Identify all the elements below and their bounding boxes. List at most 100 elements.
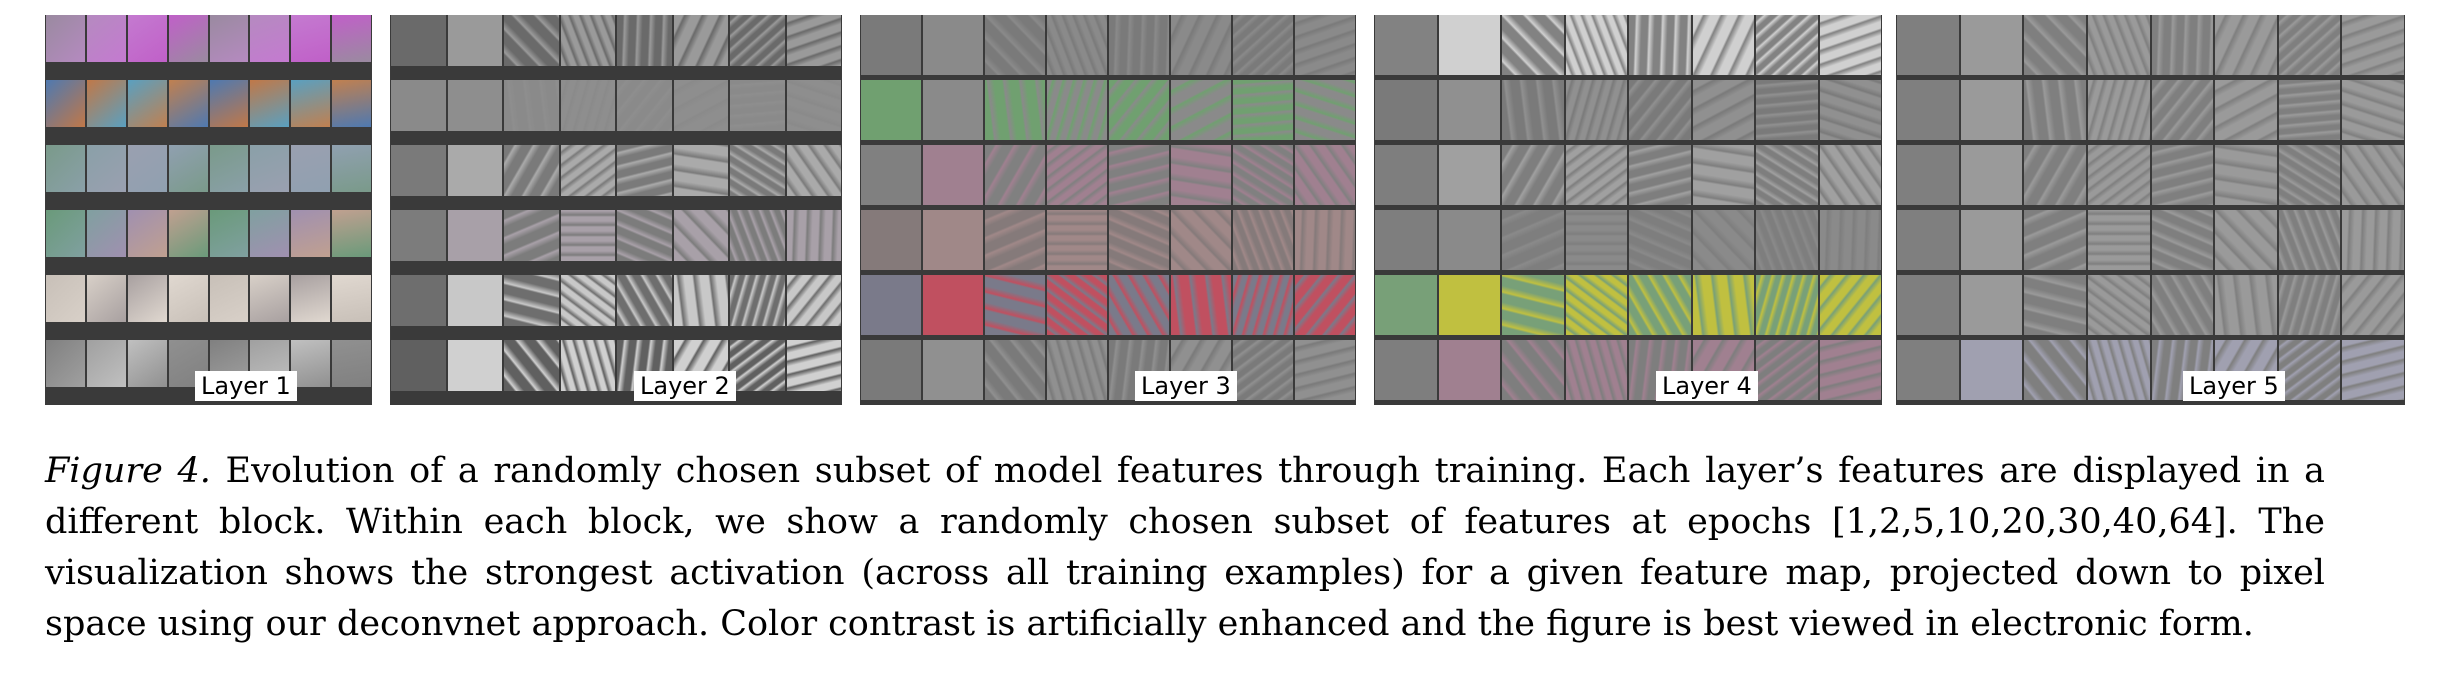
feature-cell — [1565, 275, 1627, 335]
feature-cell — [2278, 15, 2341, 75]
feature-cell — [2087, 340, 2150, 400]
feature-cell — [560, 145, 615, 196]
feature-cell — [1819, 15, 1881, 75]
feature-cell — [1756, 145, 1818, 205]
layer-5-block: Layer 5 — [1896, 15, 2405, 405]
feature-cell — [46, 275, 85, 322]
feature-cell — [209, 145, 249, 192]
feature-cell — [1171, 210, 1231, 270]
feature-cell — [1375, 145, 1437, 205]
feature-cell — [447, 80, 502, 131]
feature-cell — [560, 275, 615, 326]
feature-cell — [1295, 340, 1355, 400]
feature-cell — [209, 15, 249, 62]
feature-cell — [1233, 145, 1293, 205]
feature-row — [1896, 210, 2405, 270]
feature-row — [1374, 210, 1882, 270]
feature-cell — [2151, 145, 2214, 205]
feature-cell — [861, 80, 921, 140]
feature-cell — [923, 15, 983, 75]
layer-5-label: Layer 5 — [2183, 371, 2285, 401]
feature-cell — [86, 145, 126, 192]
feature-cell — [291, 80, 331, 127]
feature-cell — [786, 275, 841, 326]
feature-cell — [1897, 210, 1959, 270]
feature-cell — [1960, 145, 2023, 205]
layer-4-feature-grid — [1374, 15, 1882, 405]
feature-cell — [2151, 210, 2214, 270]
feature-cell — [2278, 80, 2341, 140]
feature-cell — [209, 80, 249, 127]
feature-cell — [291, 275, 331, 322]
feature-cell — [1233, 210, 1293, 270]
feature-row — [1374, 80, 1882, 140]
feature-cell — [250, 145, 290, 192]
feature-cell — [447, 145, 502, 196]
feature-row — [390, 340, 842, 391]
feature-cell — [1756, 340, 1818, 400]
feature-cell — [2087, 80, 2150, 140]
layer-5-feature-grid — [1896, 15, 2405, 405]
feature-cell — [1960, 80, 2023, 140]
feature-cell — [1502, 145, 1564, 205]
feature-cell — [2024, 210, 2086, 270]
feature-cell — [861, 275, 921, 335]
feature-cell — [1295, 275, 1355, 335]
feature-cell — [1047, 275, 1107, 335]
feature-cell — [985, 15, 1045, 75]
feature-cell — [2215, 210, 2277, 270]
feature-row — [1374, 145, 1882, 205]
feature-cell — [2087, 15, 2150, 75]
feature-cell — [127, 275, 167, 322]
feature-cell — [1295, 210, 1355, 270]
feature-cell — [985, 145, 1045, 205]
feature-cell — [2342, 80, 2404, 140]
feature-cell — [1171, 15, 1231, 75]
feature-cell — [786, 340, 841, 391]
feature-cell — [1960, 275, 2023, 335]
feature-cell — [673, 15, 728, 66]
feature-cell — [291, 210, 331, 257]
feature-cell — [730, 275, 785, 326]
feature-cell — [1502, 210, 1564, 270]
feature-cell — [2151, 275, 2214, 335]
feature-row — [860, 15, 1356, 75]
feature-row — [45, 145, 372, 192]
feature-cell — [2087, 275, 2150, 335]
feature-cell — [2215, 275, 2277, 335]
feature-cell — [2342, 145, 2404, 205]
feature-cell — [1692, 15, 1754, 75]
feature-cell — [332, 80, 371, 127]
feature-cell — [923, 80, 983, 140]
feature-cell — [2342, 340, 2404, 400]
feature-cell — [730, 145, 785, 196]
feature-cell — [447, 340, 502, 391]
feature-cell — [1109, 80, 1169, 140]
feature-cell — [1438, 210, 1500, 270]
feature-cell — [985, 80, 1045, 140]
feature-cell — [1692, 275, 1754, 335]
feature-cell — [985, 210, 1045, 270]
feature-cell — [127, 145, 167, 192]
feature-cell — [1565, 210, 1627, 270]
feature-row — [860, 145, 1356, 205]
feature-cell — [127, 15, 167, 62]
feature-cell — [250, 15, 290, 62]
feature-cell — [786, 210, 841, 261]
feature-cell — [617, 145, 672, 196]
feature-row — [1374, 340, 1882, 400]
feature-cell — [1171, 145, 1231, 205]
feature-cell — [861, 15, 921, 75]
feature-cell — [1756, 15, 1818, 75]
feature-row — [1374, 275, 1882, 335]
feature-cell — [1502, 275, 1564, 335]
feature-cell — [2151, 15, 2214, 75]
feature-cell — [332, 210, 371, 257]
feature-cell — [617, 210, 672, 261]
feature-cell — [391, 80, 446, 131]
caption-text: Evolution of a randomly chosen subset of… — [45, 451, 2325, 644]
feature-cell — [786, 80, 841, 131]
feature-cell — [1819, 340, 1881, 400]
feature-cell — [86, 210, 126, 257]
feature-cell — [560, 80, 615, 131]
